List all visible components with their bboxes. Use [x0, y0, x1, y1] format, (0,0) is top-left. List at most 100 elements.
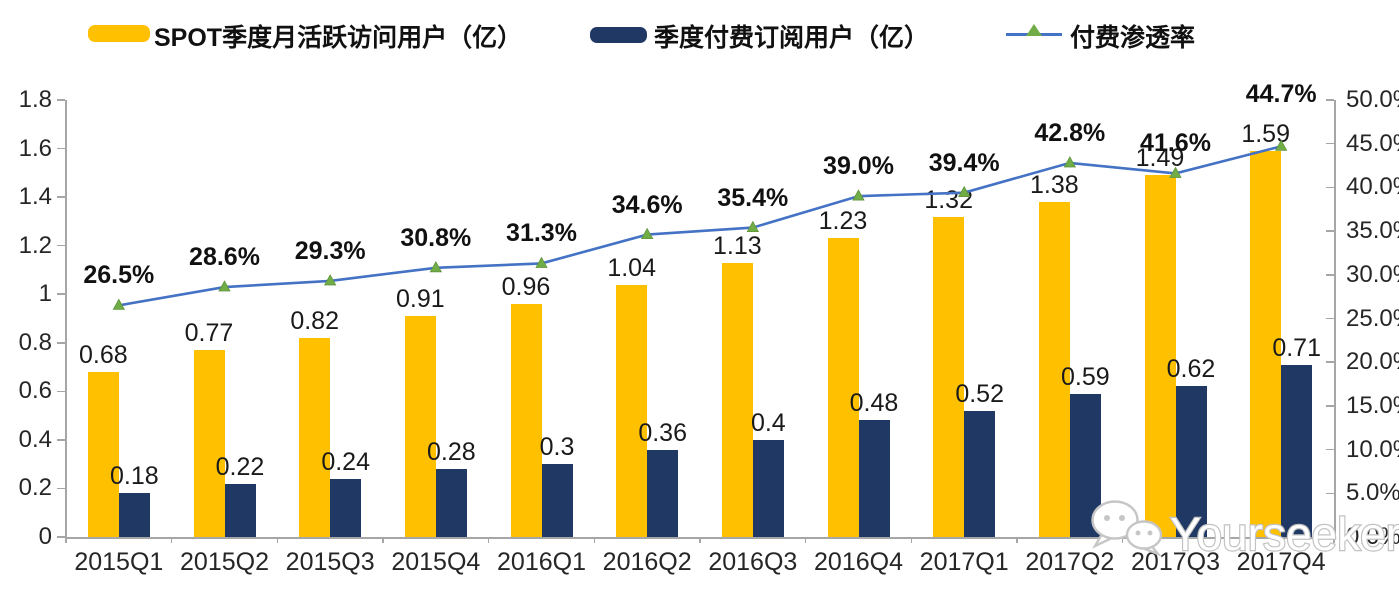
penetration-point-label: 42.8%: [1034, 118, 1106, 147]
x-axis-label: 2017Q2: [1025, 548, 1115, 576]
left-axis-tick-label: 0: [38, 523, 52, 550]
watermark-text: Yourseeker: [1170, 508, 1399, 560]
right-axis-tick: [1326, 186, 1334, 189]
x-axis-tick: [804, 537, 807, 543]
mau-bar-label: 1.32: [924, 185, 973, 214]
penetration-point-label: 44.7%: [1245, 80, 1317, 109]
penetration-point-label: 35.4%: [717, 183, 789, 212]
left-axis-tick-label: 1.8: [18, 86, 52, 113]
left-axis-tick-label: 1.4: [18, 183, 52, 211]
penetration-point-label: 39.4%: [928, 148, 1000, 177]
left-axis-tick: [57, 293, 65, 295]
subs-bar-label: 0.18: [109, 462, 159, 491]
penetration-point-label: 41.6%: [1140, 129, 1211, 158]
triangle-marker-icon: [1063, 156, 1077, 168]
penetration-point-label: 39.0%: [823, 152, 894, 181]
left-axis-tick-label: 1.6: [18, 134, 52, 162]
mau-bar-label: 0.96: [501, 272, 551, 301]
mau-bar: [87, 371, 119, 537]
subs-bar-label: 0.48: [849, 389, 899, 418]
subs-bar: [1175, 386, 1207, 537]
wechat-icon-eyes: [1104, 515, 1153, 536]
right-axis-tick: [1326, 99, 1334, 101]
mau-bar-label: 0.91: [395, 285, 445, 314]
right-axis-tick-label: 40.0%: [1346, 173, 1399, 201]
right-axis-tick-label: 45.0%: [1346, 129, 1399, 157]
left-axis-tick: [57, 196, 65, 198]
left-axis-tick: [57, 439, 65, 441]
triangle-marker-icon: [852, 189, 865, 201]
mau-bar: [193, 350, 225, 537]
subs-bar-label: 0.36: [638, 418, 687, 447]
x-axis-tick: [1016, 537, 1018, 543]
left-axis-tick: [57, 536, 65, 538]
x-axis-label: 2017Q3: [1131, 548, 1220, 576]
x-axis-tick: [65, 537, 67, 543]
subs-bar-label: 0.4: [750, 408, 786, 437]
subs-bar: [647, 449, 679, 537]
legend-triangle-marker-icon: [1026, 24, 1042, 36]
subs-bar-label: 0.3: [539, 433, 575, 462]
subs-bar: [964, 410, 996, 537]
subs-bar-label: 0.22: [215, 452, 265, 481]
left-axis-tick-label: 0.4: [18, 425, 52, 453]
x-axis-label: 2017Q1: [919, 548, 1009, 576]
subs-bar: [752, 439, 784, 537]
x-axis-label: 2016Q3: [708, 548, 798, 576]
right-axis-tick-label: 10.0%: [1346, 435, 1399, 463]
right-axis-tick: [1326, 230, 1334, 232]
triangle-marker-icon: [218, 280, 231, 292]
triangle-marker-icon: [640, 227, 654, 239]
penetration-point-label: 29.3%: [294, 236, 366, 265]
mau-bar-label: 1.13: [712, 231, 762, 260]
mau-bar-label: 0.82: [290, 306, 339, 335]
x-axis-label: 2017Q4: [1236, 548, 1326, 576]
right-axis-tick-label: 30.0%: [1346, 260, 1399, 288]
left-axis-tick-label: 1.2: [18, 231, 52, 259]
right-axis-tick: [1326, 448, 1334, 451]
x-axis-tick: [1333, 537, 1335, 543]
left-axis-tick-label: 0.8: [18, 328, 52, 356]
triangle-marker-icon: [323, 274, 337, 286]
penetration-point-label: 31.3%: [506, 219, 577, 248]
left-axis-tick: [57, 147, 65, 150]
mau-bar: [933, 216, 965, 537]
x-axis-tick: [487, 537, 490, 543]
triangle-marker-icon: [429, 260, 443, 273]
x-axis-label: 2016Q4: [814, 548, 903, 576]
right-axis-tick-label: 15.0%: [1346, 391, 1399, 419]
left-axis-tick: [57, 99, 65, 101]
mau-bar: [299, 337, 331, 537]
legend-swatch-subs: [590, 27, 647, 43]
left-axis-tick: [57, 390, 65, 393]
mau-bar-label: 1.59: [1241, 119, 1290, 148]
x-axis-tick: [1121, 537, 1124, 543]
subs-bar: [858, 420, 890, 537]
subs-bar-label: 0.62: [1166, 355, 1216, 384]
legend: SPOT季度月活跃访问用户（亿） 季度付费订阅用户（亿） 付费渗透率: [0, 0, 1399, 60]
left-axis-tick: [57, 244, 65, 247]
x-axis-label: 2015Q4: [391, 548, 481, 576]
right-axis-tick-label: 50.0%: [1346, 86, 1399, 113]
right-axis-tick: [1326, 317, 1334, 320]
subs-bar: [541, 464, 573, 537]
mau-bar: [510, 303, 542, 537]
right-axis-tick: [1326, 536, 1334, 538]
right-axis-tick: [1326, 405, 1334, 407]
x-axis-tick: [593, 537, 596, 543]
x-axis-label: 2016Q2: [602, 548, 692, 576]
wechat-icon: [1091, 500, 1163, 557]
subs-bar-label: 0.71: [1272, 333, 1321, 362]
triangle-marker-icon: [746, 220, 760, 233]
subs-bar: [224, 483, 256, 537]
right-axis-tick: [1326, 274, 1334, 276]
penetration-point-label: 26.5%: [83, 261, 155, 290]
mau-bar-label: 0.77: [184, 319, 234, 348]
left-axis-line: [65, 100, 67, 537]
x-axis-label: 2016Q1: [497, 548, 586, 576]
x-axis-tick: [1227, 537, 1230, 543]
subs-bar-label: 0.24: [321, 447, 370, 476]
left-axis-tick-label: 0.6: [18, 377, 52, 405]
x-axis-tick: [699, 537, 701, 543]
x-axis-label: 2015Q1: [74, 548, 164, 576]
